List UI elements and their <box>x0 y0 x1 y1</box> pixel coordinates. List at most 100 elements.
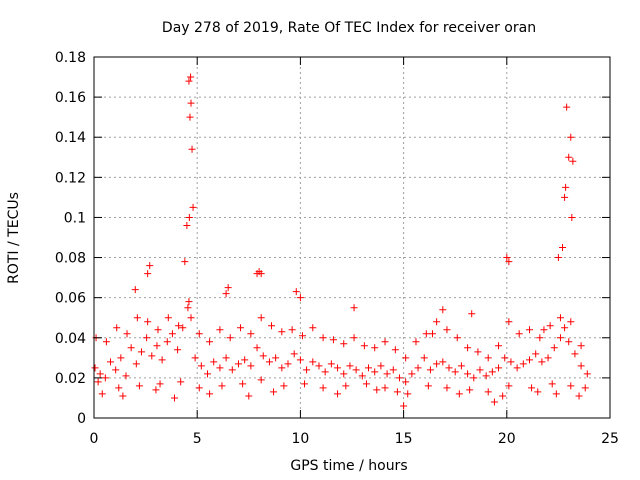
data-point <box>546 322 554 330</box>
data-point <box>241 356 249 364</box>
data-point <box>226 334 234 342</box>
data-point <box>468 310 476 318</box>
data-point <box>216 326 224 334</box>
data-point <box>528 384 536 392</box>
data-point <box>237 324 245 332</box>
data-point <box>284 360 292 368</box>
y-axis-title: ROTI / TECUs <box>6 192 22 284</box>
data-point <box>484 354 492 362</box>
data-point <box>195 384 203 392</box>
data-point <box>185 77 193 85</box>
data-point <box>288 326 296 334</box>
data-point <box>426 366 434 374</box>
data-point <box>505 258 513 266</box>
data-point <box>206 338 214 346</box>
data-point <box>156 380 164 388</box>
data-point <box>148 352 156 360</box>
data-point <box>519 360 527 368</box>
data-point <box>488 368 496 376</box>
data-point <box>562 183 570 191</box>
data-point <box>400 402 408 410</box>
data-point <box>373 386 381 394</box>
data-point <box>185 213 193 221</box>
data-point <box>561 193 569 201</box>
data-point <box>507 358 515 366</box>
data-point <box>439 358 447 366</box>
data-point <box>257 376 265 384</box>
data-point <box>340 370 348 378</box>
data-point <box>253 270 261 278</box>
data-point <box>265 358 273 366</box>
data-point <box>222 354 230 362</box>
data-point <box>466 386 474 394</box>
data-point <box>433 360 441 368</box>
data-point <box>321 368 329 376</box>
data-point <box>91 364 99 372</box>
data-point <box>577 362 585 370</box>
data-point <box>107 358 115 366</box>
data-point <box>499 392 507 400</box>
x-tick-label: 20 <box>498 431 516 447</box>
data-point <box>174 346 182 354</box>
data-point <box>188 145 196 153</box>
data-point <box>470 374 478 382</box>
data-point <box>228 366 236 374</box>
data-point <box>222 290 230 298</box>
data-point <box>443 326 451 334</box>
data-point <box>381 338 389 346</box>
data-point <box>490 398 498 406</box>
data-point <box>115 384 123 392</box>
data-point <box>567 318 575 326</box>
data-point <box>583 370 591 378</box>
data-point <box>319 384 327 392</box>
data-point <box>453 334 461 342</box>
data-point <box>536 334 544 342</box>
data-point <box>505 318 513 326</box>
data-point <box>183 221 191 229</box>
data-point <box>185 298 193 306</box>
data-point <box>334 364 342 372</box>
data-point <box>158 356 166 364</box>
data-point <box>239 380 247 388</box>
data-point <box>278 364 286 372</box>
data-point <box>358 372 366 380</box>
data-point <box>272 354 280 362</box>
data-point <box>113 324 121 332</box>
data-point <box>550 344 558 352</box>
data-point <box>402 378 410 386</box>
data-point <box>197 362 205 370</box>
data-point <box>309 358 317 366</box>
data-point <box>292 288 300 296</box>
data-point <box>457 362 465 370</box>
data-point <box>577 342 585 350</box>
data-point <box>187 99 195 107</box>
data-point <box>515 330 523 338</box>
y-tick-label: 0.1 <box>64 210 86 226</box>
data-point <box>298 332 306 340</box>
data-point <box>122 372 130 380</box>
data-point <box>195 330 203 338</box>
data-point <box>526 326 534 334</box>
data-point <box>391 346 399 354</box>
data-point <box>505 382 513 390</box>
data-point <box>184 304 192 312</box>
data-point <box>439 306 447 314</box>
data-point <box>96 370 104 378</box>
x-tick-label: 5 <box>193 431 202 447</box>
y-tick-label: 0.04 <box>55 331 86 347</box>
data-point <box>327 360 335 368</box>
y-tick-label: 0.08 <box>55 251 86 267</box>
y-tick-label: 0.06 <box>55 291 86 307</box>
data-point <box>445 364 453 372</box>
data-point <box>278 328 286 336</box>
x-tick-label: 10 <box>291 431 309 447</box>
data-point <box>179 324 187 332</box>
data-point <box>552 390 560 398</box>
data-point <box>137 348 145 356</box>
x-tick-label: 25 <box>601 431 619 447</box>
data-point <box>495 342 503 350</box>
data-point <box>482 372 490 380</box>
data-point <box>532 350 540 358</box>
data-point <box>152 386 160 394</box>
